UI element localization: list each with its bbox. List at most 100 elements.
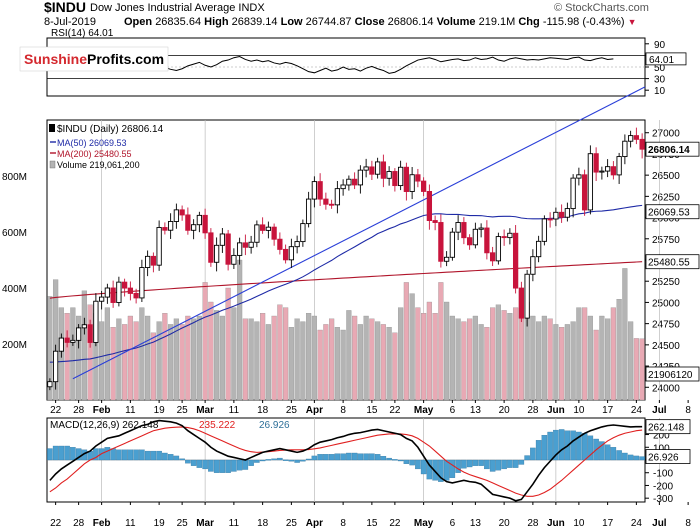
volume-legend-swatch <box>49 160 56 169</box>
macd-histogram-bar <box>127 449 134 461</box>
candle-body <box>288 246 295 261</box>
candle-body <box>558 211 565 218</box>
volume-bar <box>231 307 237 401</box>
candle-body <box>380 161 387 179</box>
volume-bar <box>346 310 352 401</box>
macd-histogram-bar <box>639 456 645 461</box>
candle-body <box>346 178 352 186</box>
volume-bar <box>530 315 536 401</box>
volume-bar <box>501 310 507 401</box>
candle-body <box>553 211 559 220</box>
volume-bar <box>87 304 93 401</box>
macd-histogram-bar <box>300 459 306 462</box>
volume-bar <box>587 315 593 401</box>
macd-x-tick-label: 22 <box>50 518 62 529</box>
x-tick-label: 18 <box>257 405 269 416</box>
volume-bar <box>398 307 404 401</box>
candle-body <box>351 178 358 186</box>
macd-histogram-bar <box>334 453 341 461</box>
volume-bar <box>70 307 76 401</box>
candle-body <box>639 138 645 150</box>
volume-bar <box>616 299 622 401</box>
candle-body <box>512 232 519 289</box>
x-tick-label: 8 <box>340 405 346 416</box>
candle-body <box>426 190 433 221</box>
volume-bar <box>317 329 323 401</box>
macd-histogram-bar <box>438 459 444 482</box>
x-tick-label: 28 <box>527 405 539 416</box>
macd-histogram-bar <box>259 459 266 462</box>
volume-bar <box>559 327 565 401</box>
candle-body <box>219 233 226 246</box>
macd-histogram-bar <box>386 457 392 461</box>
candle-body <box>248 241 254 248</box>
macd-histogram-bar <box>397 459 404 462</box>
volume-bar <box>628 321 634 401</box>
volume-label: Volume <box>436 16 476 28</box>
volume-bar <box>334 327 340 401</box>
price-tick-label: 24500 <box>652 341 680 352</box>
macd-histogram-bar <box>461 459 467 469</box>
volume-bar <box>260 313 266 401</box>
candle-body <box>52 350 59 383</box>
macd-x-tick-label: 11 <box>125 518 136 529</box>
price-tick-label: 25750 <box>652 235 680 246</box>
macd-histogram-bar <box>162 452 168 461</box>
volume-tick-label: 800M <box>2 172 27 183</box>
volume-bar <box>116 318 122 401</box>
price-tick-label: 27000 <box>652 129 680 140</box>
macd-tick-label: -200 <box>653 481 673 492</box>
price-tick-label: 25000 <box>652 298 680 309</box>
watermark-background <box>19 46 169 72</box>
volume-bar <box>162 313 168 401</box>
down-triangle-icon: ▼ <box>627 17 637 27</box>
volume-bar <box>196 315 202 401</box>
volume-bar <box>277 304 283 401</box>
volume-bar <box>633 338 639 401</box>
volume-bar <box>191 318 197 401</box>
volume-bar <box>110 327 116 401</box>
candle-body <box>518 287 525 319</box>
x-tick-label: 25 <box>286 405 298 416</box>
volume-bar <box>490 307 496 401</box>
volume-bar <box>64 313 70 401</box>
macd-histogram-bar <box>535 440 542 461</box>
volume-bar <box>168 324 174 401</box>
candle-body <box>415 174 421 182</box>
candle-body <box>622 140 628 158</box>
x-tick-label: Feb <box>93 405 111 416</box>
macd-histogram-bar <box>392 459 398 461</box>
volume-tick-label: 600M <box>2 228 27 239</box>
macd-histogram-bar <box>208 459 214 472</box>
x-tick-label: 19 <box>154 405 166 416</box>
macd-x-tick-label: 11 <box>229 518 240 529</box>
volume-bar <box>605 318 611 401</box>
watermark-logo: SunshineProfits.com <box>24 51 164 67</box>
candle-body <box>98 296 105 302</box>
candle-body <box>530 256 536 275</box>
volume-bar <box>472 315 478 401</box>
volume-bar <box>449 315 455 401</box>
macd-histogram-bar <box>213 459 220 473</box>
macd-histogram-bar <box>248 459 254 466</box>
macd-histogram-bar <box>455 459 461 473</box>
chg-value: -115.98 (-0.43%) <box>542 16 625 28</box>
candle-body <box>472 228 479 246</box>
macd-histogram-bar <box>185 459 191 464</box>
candle-body <box>300 223 306 243</box>
close-price-label-box <box>645 141 700 157</box>
macd-histogram-bar <box>196 459 203 468</box>
x-tick-label: 8 <box>685 405 691 416</box>
x-tick-label: 25 <box>177 405 189 416</box>
macd-histogram-bar <box>420 459 427 475</box>
candle-body <box>121 281 128 289</box>
macd-histogram-bar <box>167 454 174 461</box>
macd-histogram-bar <box>311 455 318 461</box>
candle-body <box>576 174 582 179</box>
x-tick-label: Jul <box>652 405 667 416</box>
macd-histogram-bar <box>363 453 369 461</box>
macd-histogram-bar <box>317 454 323 461</box>
macd-histogram-bar <box>70 447 76 461</box>
watermark-logo-part1: Sunshine <box>24 51 87 67</box>
